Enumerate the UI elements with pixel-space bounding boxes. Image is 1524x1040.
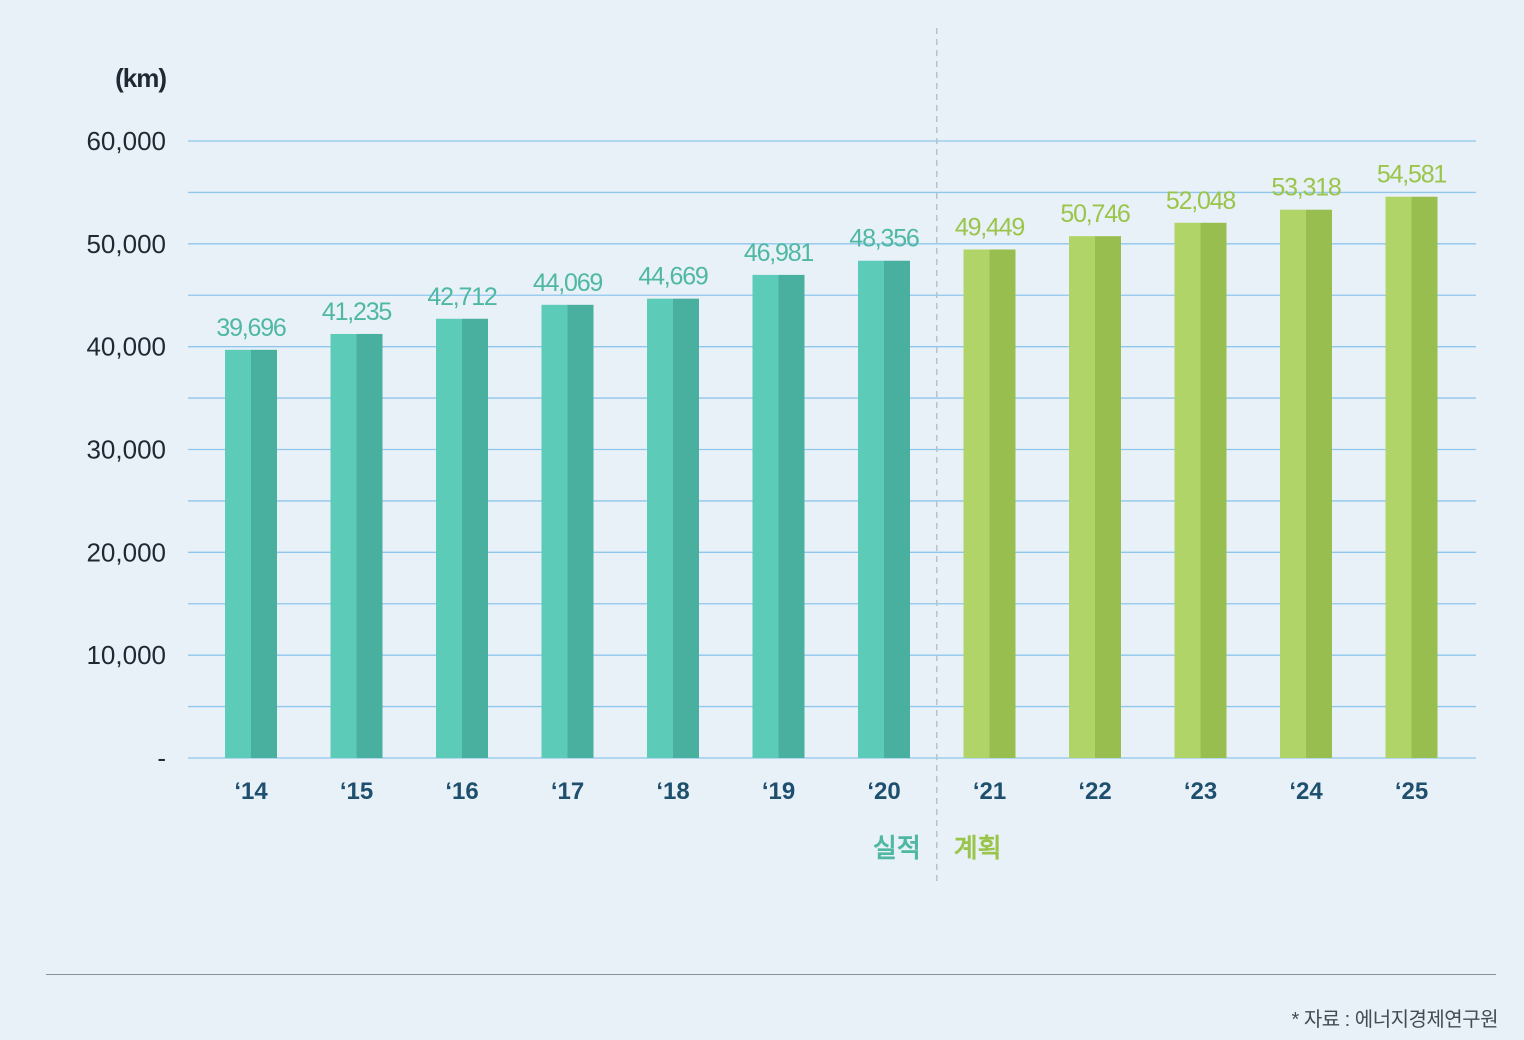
bars (225, 196, 1438, 758)
y-tick-label: 30,000 (86, 435, 166, 465)
bar-right-face (1200, 222, 1227, 758)
bar-right-face (1095, 236, 1121, 758)
y-tick-label: 20,000 (86, 537, 166, 567)
bar-right-face (673, 298, 699, 758)
value-label: 52,048 (1166, 187, 1236, 215)
bar-right-face (989, 249, 1016, 758)
x-tick-label: ‘14 (234, 778, 268, 805)
value-label: 53,318 (1271, 174, 1341, 202)
bar-left-face (1174, 222, 1201, 758)
footer-divider (46, 974, 1496, 975)
value-label: 39,696 (216, 314, 286, 342)
bar-left-face (225, 349, 251, 758)
bar-right-face (462, 318, 488, 758)
bar-left-face (752, 274, 779, 758)
bar-right-face (251, 349, 277, 758)
y-unit-label: (km) (115, 63, 166, 93)
x-tick-label: ‘20 (867, 778, 900, 805)
x-tick-label: ‘17 (551, 778, 584, 805)
x-tick-label: ‘18 (656, 778, 689, 805)
bar-left-face (647, 298, 673, 758)
y-tick-label: - (157, 743, 166, 773)
value-label: 42,712 (427, 283, 497, 311)
value-label: 41,235 (322, 298, 392, 326)
y-tick-label: 10,000 (86, 640, 166, 670)
value-label: 49,449 (955, 213, 1025, 241)
value-label: 44,069 (533, 269, 603, 297)
gridlines (188, 140, 1476, 759)
y-tick-label: 50,000 (86, 229, 166, 259)
x-tick-label: ‘24 (1289, 778, 1323, 805)
value-label: 48,356 (849, 225, 919, 253)
bar-left-face (436, 318, 462, 758)
value-label: 46,981 (744, 239, 814, 267)
bar-left-face (1069, 236, 1095, 758)
x-tick-label: ‘21 (973, 778, 1006, 805)
value-label: 54,581 (1377, 161, 1447, 189)
x-tick-label: ‘19 (762, 778, 795, 805)
bar-right-face (778, 274, 805, 758)
x-tick-label: ‘16 (445, 778, 478, 805)
group-label-plan: 계획 (954, 834, 1002, 864)
bar-left-face (541, 304, 568, 758)
y-tick-label: 40,000 (86, 332, 166, 362)
bar-left-face (330, 333, 357, 758)
group-label-actual: 실적 (873, 834, 921, 864)
bar-left-face (858, 260, 884, 758)
y-tick-label: 60,000 (86, 126, 166, 156)
x-tick-label: ‘25 (1395, 778, 1428, 805)
bar-right-face (567, 304, 594, 758)
axes: - 10,000 20,000 30,000 40,000 50,000 60,000 (km… (86, 28, 1428, 884)
source-note: * 자료 : 에너지경제연구원 (1291, 1009, 1498, 1031)
x-tick-label: ‘15 (340, 778, 373, 805)
value-label: 44,669 (638, 263, 708, 291)
bar-left-face (1280, 209, 1306, 758)
bar-right-face (1411, 196, 1438, 758)
bar-left-face (963, 249, 990, 758)
bar-left-face (1385, 196, 1412, 758)
bar-right-face (356, 333, 383, 758)
x-tick-label: ‘23 (1184, 778, 1217, 805)
bar-right-face (1306, 209, 1332, 758)
value-label: 50,746 (1060, 200, 1130, 228)
value-labels: 39,696 41,235 42,712 44,069 44,669 46,981 48,3… (216, 161, 1447, 342)
bar-chart: 39,696 41,235 42,712 44,069 44,669 46,981 48,3… (86, 28, 1476, 884)
bar-right-face (884, 260, 910, 758)
x-tick-label: ‘22 (1078, 778, 1111, 805)
